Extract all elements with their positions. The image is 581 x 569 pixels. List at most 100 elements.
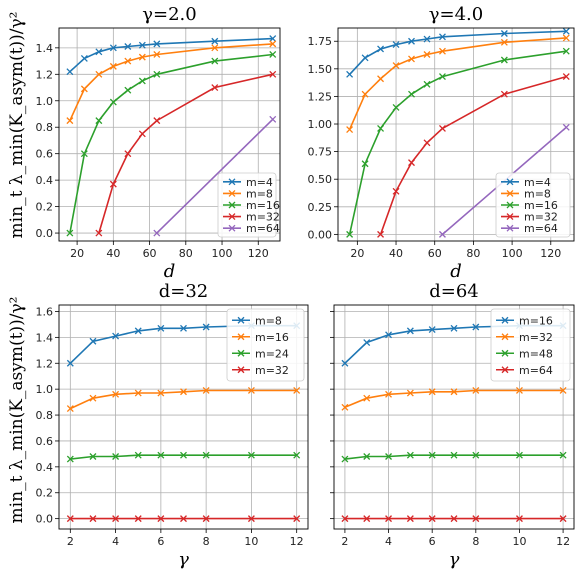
data-point — [269, 115, 277, 123]
data-point — [472, 515, 480, 523]
data-point — [392, 62, 400, 69]
y-tick-label: 1.4 — [36, 331, 54, 344]
data-point — [377, 75, 385, 83]
data-point — [80, 54, 88, 62]
data-point — [153, 50, 161, 58]
legend-label: m=8 — [246, 187, 273, 200]
legend-marker — [228, 213, 236, 221]
x-tick-label: 20 — [350, 247, 364, 260]
legend-marker — [501, 366, 509, 374]
data-point — [341, 359, 349, 367]
data-point — [450, 324, 458, 332]
x-tick-label: 100 — [212, 247, 233, 260]
legend-marker — [237, 333, 245, 341]
data-point — [363, 339, 371, 347]
data-point — [202, 386, 210, 394]
chart-title: d=64 — [429, 281, 479, 302]
y-tick-label: 0.6 — [36, 148, 54, 161]
legend-label: m=8 — [524, 187, 551, 200]
plot-frame — [337, 27, 575, 242]
data-point — [138, 130, 146, 138]
data-point — [408, 90, 415, 98]
x-tick-label: 100 — [502, 247, 523, 260]
data-point — [138, 53, 146, 61]
legend-marker — [228, 224, 236, 232]
x-tick-label: 60 — [428, 247, 442, 260]
y-tick-label: 0.25 — [308, 201, 333, 214]
data-point — [66, 405, 74, 413]
data-point — [95, 48, 103, 56]
legend-marker — [506, 178, 514, 186]
data-point — [428, 388, 436, 396]
legend-box — [495, 172, 571, 238]
data-point — [66, 359, 74, 367]
data-point — [180, 324, 187, 332]
data-point — [124, 86, 132, 94]
data-point — [559, 451, 567, 459]
data-point — [406, 389, 414, 397]
data-point — [202, 515, 210, 523]
data-point — [438, 124, 446, 132]
data-point — [515, 386, 523, 394]
data-point — [180, 515, 187, 523]
data-point — [269, 40, 277, 48]
x-axis-label: d — [450, 261, 462, 282]
data-point — [423, 35, 431, 43]
data-point — [80, 85, 88, 93]
y-tick-label: 0.4 — [36, 461, 54, 474]
legend-label: m=32 — [524, 211, 558, 224]
data-point — [247, 515, 255, 523]
data-point — [392, 41, 400, 49]
data-point — [202, 323, 210, 331]
chart-title: d=32 — [159, 281, 209, 302]
chart-panel-2: 20 40 60 80 100 120 0.00 0.25 0.50 0.75 1.00 1.25 1.… — [308, 4, 575, 282]
y-tick-label: 1.0 — [36, 95, 54, 108]
data-point — [361, 90, 369, 98]
data-point — [211, 57, 219, 65]
data-point — [95, 70, 103, 78]
x-tick-label: 60 — [143, 247, 157, 260]
chart-panel-1: 20 40 60 80 100 120 0.0 0.2 0.4 0.6 0.8 1.0 1.2 1.4 γ=… — [36, 4, 281, 282]
data-point — [385, 515, 393, 523]
y-tick-label: 1.4 — [36, 42, 54, 55]
legend-label: m=64 — [246, 222, 280, 235]
data-point — [450, 388, 458, 396]
y-tick-label: 1.75 — [308, 35, 333, 48]
data-point — [562, 73, 570, 81]
data-point — [134, 451, 142, 459]
data-point — [423, 139, 431, 147]
legend-label: m=16 — [519, 314, 553, 327]
y-tick-label: 0.00 — [308, 228, 333, 241]
legend: m=8 m=16 m=24 m=32 — [226, 308, 305, 382]
data-point — [247, 451, 255, 459]
legend-label: m=24 — [255, 347, 289, 360]
x-tick-label: 2 — [67, 535, 74, 548]
data-point — [124, 57, 132, 65]
legend: m=4m=8m=16m=32m=64 — [495, 172, 571, 238]
y-tick-label: 0.0 — [36, 227, 54, 240]
data-point — [134, 389, 142, 397]
data-point — [124, 150, 132, 158]
data-point — [559, 386, 567, 394]
x-tick-label: 8 — [203, 535, 210, 548]
data-point — [361, 54, 369, 62]
y-tick-label: 1.50 — [308, 63, 333, 76]
x-tick-label: 40 — [106, 247, 120, 260]
data-point — [515, 515, 523, 523]
x-tick-label: 4 — [385, 535, 392, 548]
data-point — [363, 453, 371, 460]
data-point — [377, 230, 385, 238]
data-point — [109, 180, 117, 188]
y-tick-label: 1.6 — [36, 305, 54, 318]
data-point — [109, 62, 117, 70]
data-point — [138, 41, 146, 49]
data-point — [341, 515, 349, 523]
data-point — [157, 389, 165, 397]
x-tick-label: 10 — [512, 535, 526, 548]
legend-label: m=16 — [246, 199, 280, 212]
data-point — [500, 38, 508, 46]
y-tick-label: 0.0 — [36, 513, 54, 526]
data-point — [109, 44, 117, 52]
y-tick-label: 0.2 — [36, 487, 54, 500]
legend: m=4m=8m=16m=32m=64 — [217, 172, 280, 238]
